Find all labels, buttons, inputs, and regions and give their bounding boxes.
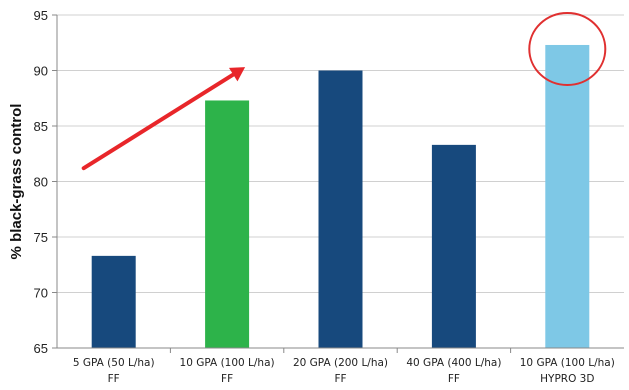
bar [545, 44, 590, 348]
bar [91, 255, 136, 348]
x-category-label: 5 GPA (50 L/ha) [73, 357, 155, 369]
bar [318, 70, 363, 348]
arrow-annotation-shaft [81, 72, 236, 171]
y-tick-label: 85 [34, 119, 48, 134]
x-category-label: 10 GPA (100 L/ha) [180, 357, 275, 369]
bars [91, 44, 590, 348]
y-tick-label: 80 [34, 175, 48, 190]
y-tick-label: 95 [34, 8, 48, 23]
y-tick-label: 65 [34, 341, 48, 356]
y-axis-title: % black-grass control [8, 104, 25, 260]
x-category-sublabel: FF [334, 373, 346, 385]
x-category-label: 20 GPA (200 L/ha) [293, 357, 388, 369]
bar [205, 100, 250, 348]
annotations [81, 11, 607, 171]
y-tick-label: 75 [34, 230, 48, 245]
x-category-sublabel: HYPRO 3D [540, 373, 594, 385]
y-tick-label: 70 [34, 286, 48, 301]
x-category-sublabel: FF [221, 373, 233, 385]
x-category-sublabel: FF [108, 373, 120, 385]
x-category-label: 10 GPA (100 L/ha) [520, 357, 615, 369]
arrow-annotation-head [228, 67, 246, 82]
circle-annotation [528, 11, 607, 86]
bar [431, 144, 476, 348]
y-tick-label: 90 [34, 64, 48, 79]
x-category-label: 40 GPA (400 L/ha) [406, 357, 501, 369]
x-category-sublabel: FF [448, 373, 460, 385]
x-axis-category-labels: 5 GPA (50 L/ha) FF 10 GPA (100 L/ha) FF 20 G… [73, 348, 615, 385]
y-axis-tick-labels: 65 70 75 80 85 90 95 [34, 8, 48, 356]
